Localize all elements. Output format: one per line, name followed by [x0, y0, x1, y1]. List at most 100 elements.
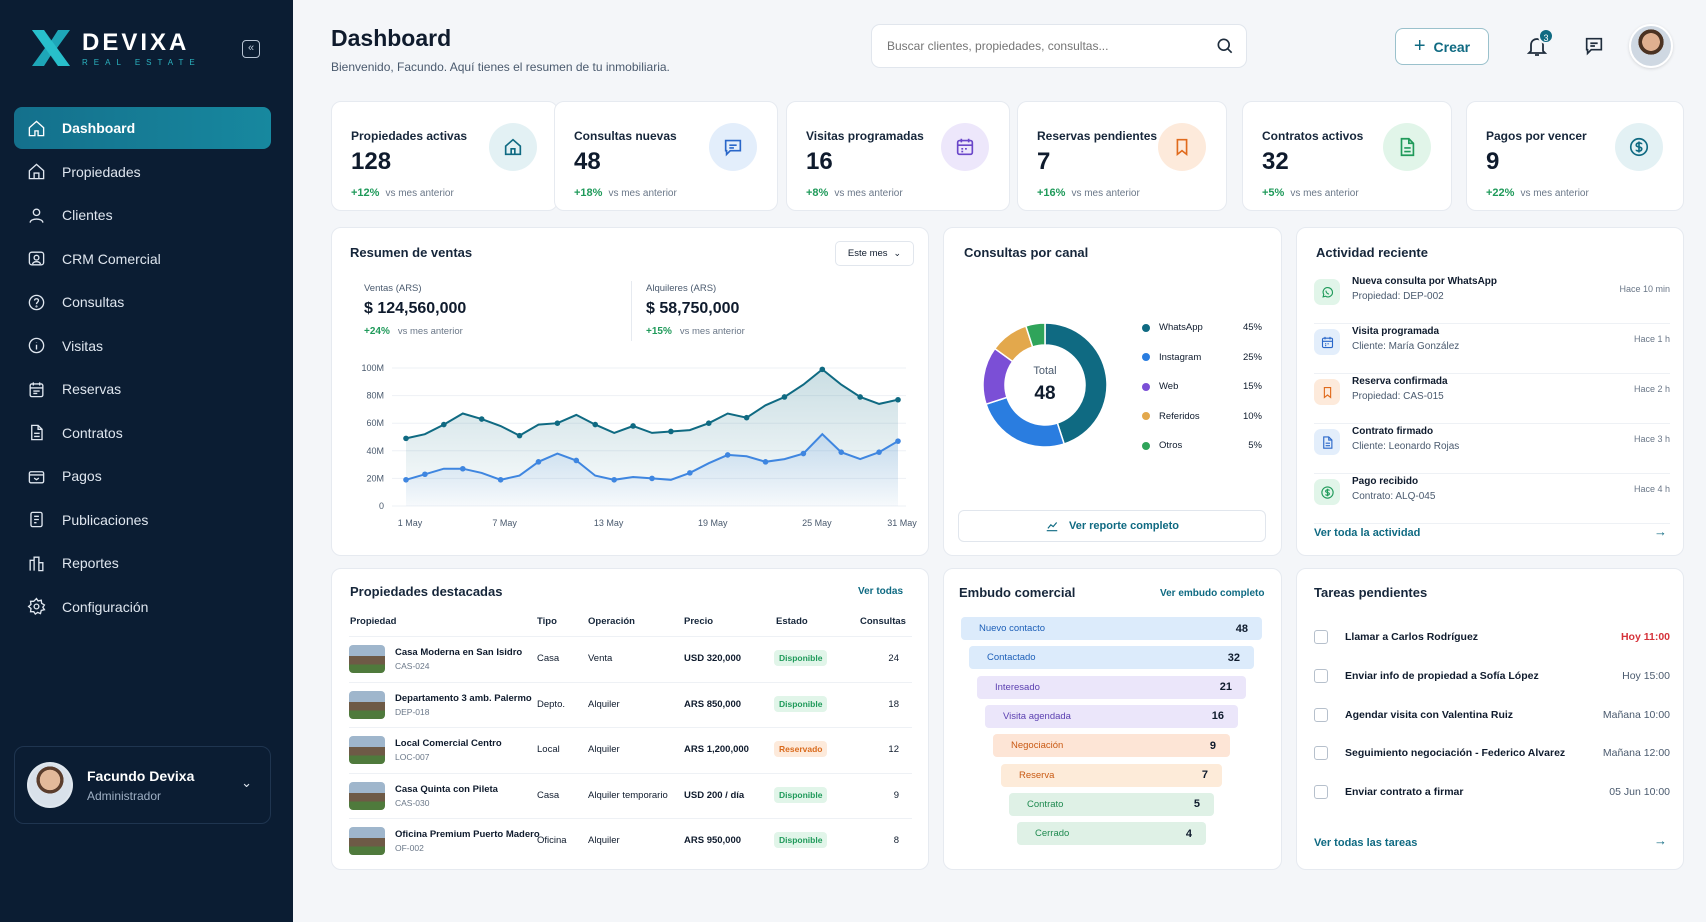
funnel-stage[interactable]: Interesado 21 — [977, 675, 1246, 699]
table-row[interactable]: Casa Moderna en San Isidro CAS-024 Casa … — [349, 636, 912, 682]
arrow-right-icon[interactable]: → — [1654, 524, 1667, 539]
nav-item-contratos[interactable]: Contratos — [14, 412, 271, 454]
status-badge: Reservado — [774, 741, 828, 757]
funnel-stage-value: 4 — [1185, 827, 1192, 840]
kpi-card[interactable]: Consultas nuevas 48 +18% vs mes anterior — [554, 101, 778, 211]
nav-item-label: Propiedades — [62, 163, 141, 180]
funnel-stage[interactable]: Cerrado 4 — [1017, 822, 1206, 846]
task-checkbox[interactable] — [1314, 746, 1328, 761]
table-row[interactable]: Casa Quinta con Pileta CAS-030 Casa Alqu… — [349, 772, 912, 819]
activity-icon-badge — [1314, 479, 1340, 505]
create-button[interactable]: + Crear — [1395, 28, 1489, 65]
data-point — [497, 476, 504, 483]
kpi-label: Propiedades activas — [351, 129, 468, 143]
funnel-stage[interactable]: Contactado 32 — [969, 646, 1254, 670]
task-checkbox[interactable] — [1314, 785, 1328, 800]
nav-item-publicaciones[interactable]: Publicaciones — [14, 499, 271, 541]
calendar-icon — [29, 381, 44, 397]
divider — [631, 281, 632, 341]
nav-item-reservas[interactable]: Reservas — [14, 368, 271, 410]
kpi-value: 7 — [1037, 148, 1051, 175]
task-item[interactable]: Enviar contrato a firmar 05 Jun 10:00 — [1314, 774, 1670, 810]
property-name: Casa Moderna en San Isidro — [395, 647, 523, 658]
task-item[interactable]: Llamar a Carlos Rodríguez Hoy 11:00 — [1314, 619, 1670, 655]
brand-logo[interactable]: DEVIXA REAL ESTATE — [30, 28, 201, 68]
task-item[interactable]: Seguimiento negociación - Federico Alvar… — [1314, 735, 1670, 771]
profile-avatar[interactable] — [1629, 24, 1673, 68]
task-time: 05 Jun 10:00 — [1609, 786, 1670, 799]
property-price: ARS 850,000 — [684, 698, 742, 710]
kpi-card[interactable]: Propiedades activas 128 +12% vs mes anter… — [331, 101, 558, 211]
kpi-card[interactable]: Visitas programadas 16 +8% vs mes anterio… — [786, 101, 1010, 211]
full-report-button[interactable]: Ver reporte completo — [958, 510, 1266, 542]
user-menu[interactable]: Facundo Devixa Administrador ⌄ — [14, 746, 271, 824]
search-input[interactable] — [871, 24, 1247, 68]
nav-item-configuracion[interactable]: Configuración — [14, 586, 271, 628]
nav-item-pagos[interactable]: Pagos — [14, 455, 271, 497]
chat-icon — [724, 139, 742, 157]
kpi-card[interactable]: Reservas pendientes 7 +16% vs mes anterio… — [1017, 101, 1227, 211]
table-row[interactable]: Departamento 3 amb. Palermo DEP-018 Dept… — [349, 681, 912, 728]
funnel-stage[interactable]: Contrato 5 — [1009, 792, 1214, 816]
property-code: DEP-018 — [395, 706, 430, 717]
task-item[interactable]: Enviar info de propiedad a Sofía López Ho… — [1314, 658, 1670, 694]
legend-item: WhatsApp 45% — [1142, 322, 1262, 333]
nav-item-propiedades[interactable]: Propiedades — [14, 151, 271, 193]
bell-icon[interactable] — [1525, 34, 1549, 58]
data-point — [403, 435, 409, 442]
user-name: Facundo Devixa — [87, 767, 195, 784]
data-point — [630, 423, 636, 429]
task-time: Hoy 11:00 — [1620, 631, 1670, 643]
table-row[interactable]: Local Comercial Centro LOC-007 Local Alq… — [349, 727, 912, 773]
funnel-stage[interactable]: Visita agendada 16 — [985, 704, 1238, 728]
activity-time: Hace 4 h — [1633, 484, 1670, 494]
activity-item[interactable]: Pago recibido Contrato: ALQ-045 Hace 4 h — [1314, 476, 1670, 524]
main-content: Dashboard Bienvenido, Facundo. Aquí tien… — [293, 0, 1706, 922]
y-tick-label: 80M — [366, 391, 384, 401]
task-item[interactable]: Agendar visita con Valentina Ruiz Mañana … — [1314, 697, 1670, 733]
funnel-view-all-link[interactable]: Ver embudo completo — [1160, 588, 1265, 599]
home-icon — [28, 119, 45, 136]
kpi-card[interactable]: Pagos por vencer 9 +22% vs mes anterior — [1466, 101, 1684, 211]
page-title: Dashboard — [331, 25, 452, 51]
activity-item[interactable]: Nueva consulta por WhatsApp Propiedad: D… — [1314, 276, 1670, 324]
kpi-label: Visitas programadas — [806, 129, 924, 143]
funnel-stage[interactable]: Negociación 9 — [993, 734, 1230, 758]
period-select[interactable]: Este mes ⌄ — [835, 241, 914, 266]
data-point — [459, 465, 466, 472]
nav-item-visitas[interactable]: Visitas — [14, 325, 271, 367]
activity-item[interactable]: Visita programada Cliente: María Gonzále… — [1314, 326, 1670, 374]
arrow-right-icon[interactable]: → — [1654, 833, 1667, 848]
collapse-sidebar-button[interactable]: « — [242, 40, 260, 58]
status-badge: Disponible — [774, 786, 828, 803]
alquileres-delta-value: +15% — [646, 326, 672, 337]
property-type: Depto. — [537, 698, 565, 710]
legend-dot — [1142, 441, 1150, 450]
data-point — [516, 432, 523, 439]
activity-item[interactable]: Contrato firmado Cliente: Leonardo Rojas… — [1314, 426, 1670, 474]
nav-item-clientes[interactable]: Clientes — [14, 194, 271, 236]
nav-item-reportes[interactable]: Reportes — [14, 542, 271, 584]
funnel-stage[interactable]: Reserva 7 — [1001, 763, 1222, 787]
document-icon — [1400, 137, 1415, 157]
activity-icon-badge — [1314, 379, 1340, 405]
activity-item[interactable]: Reserva confirmada Propiedad: CAS-015 Ha… — [1314, 376, 1670, 424]
activity-subtitle: Cliente: Leonardo Rojas — [1352, 441, 1460, 452]
funnel-stage[interactable]: Nuevo contacto 48 — [961, 617, 1262, 640]
nav-item-label: CRM Comercial — [62, 250, 161, 267]
table-row[interactable]: Oficina Premium Puerto Madero OF-002 Ofi… — [349, 818, 912, 864]
kpi-card[interactable]: Contratos activos 32 +5% vs mes anterior — [1242, 101, 1452, 211]
tasks-view-all-link[interactable]: Ver todas las tareas — [1314, 837, 1418, 849]
task-checkbox[interactable] — [1314, 630, 1328, 644]
task-checkbox[interactable] — [1314, 707, 1328, 722]
series-area — [406, 434, 898, 506]
search-icon[interactable] — [1215, 36, 1235, 56]
properties-view-all-link[interactable]: Ver todas — [858, 586, 904, 597]
nav-item-dashboard[interactable]: Dashboard — [14, 107, 271, 149]
nav-item-crm[interactable]: CRM Comercial — [14, 238, 271, 280]
nav-item-consultas[interactable]: Consultas — [14, 281, 271, 323]
messages-icon[interactable] — [1583, 35, 1605, 57]
task-checkbox[interactable] — [1314, 668, 1328, 683]
legend-item: Otros 5% — [1142, 440, 1262, 451]
activity-view-all-link[interactable]: Ver toda la actividad — [1314, 527, 1421, 539]
